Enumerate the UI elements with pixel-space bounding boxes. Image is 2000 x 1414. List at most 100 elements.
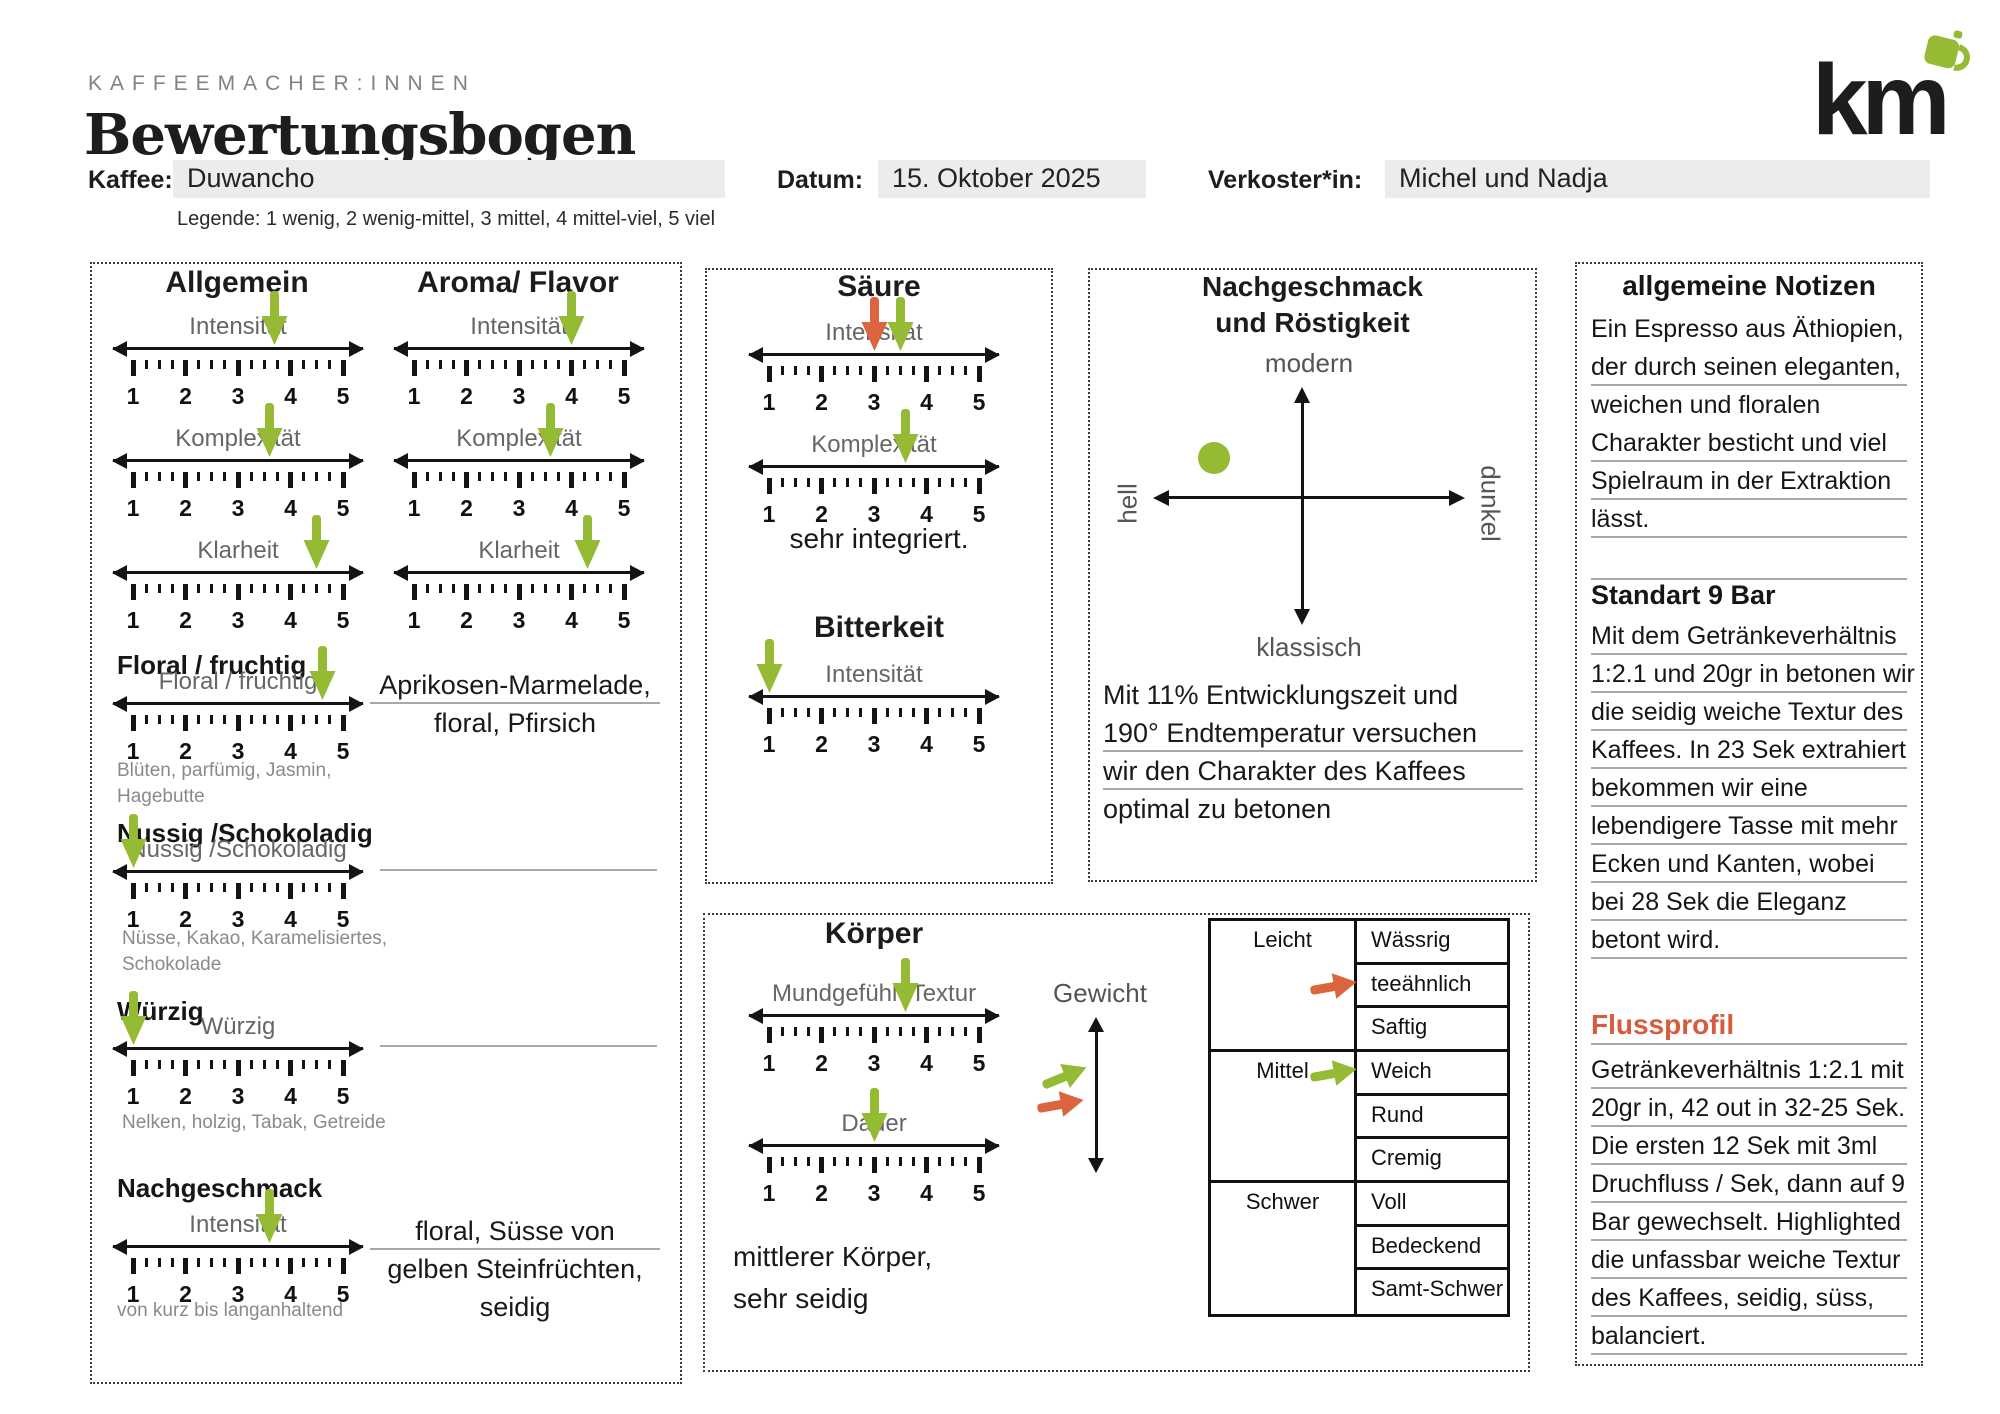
scale-tick [170, 883, 174, 892]
scale-tick [425, 360, 429, 369]
scale-tick [328, 360, 332, 369]
scale-ruler [113, 1258, 363, 1276]
scale-tick [288, 472, 293, 488]
scale-axis [112, 1238, 364, 1255]
scale-tick [302, 360, 306, 369]
scale-tick [235, 584, 241, 600]
scale-tick-label: 2 [179, 495, 192, 521]
rating-arrow-green [253, 1189, 286, 1245]
kaffee-input[interactable]: Duwancho [173, 160, 725, 198]
scale-tick [976, 708, 982, 724]
scale-tick [249, 883, 253, 892]
scale-tick [806, 708, 810, 717]
scale-tick [302, 1258, 306, 1267]
scale-tick [504, 360, 508, 369]
kaffee-label: Kaffee: [88, 166, 173, 194]
scale-ruler [749, 478, 999, 496]
text-line: Charakter besticht und viel [1591, 424, 1907, 462]
scale-tick [569, 584, 574, 600]
scale-tick [951, 1027, 955, 1036]
scale-tick [793, 366, 797, 375]
scale-axis [393, 340, 645, 357]
scale-tick [249, 1258, 253, 1267]
scale-tick [951, 366, 955, 375]
text-line: gelben Steinfrüchten, [387, 1254, 643, 1284]
scale-tick-label: 3 [867, 501, 881, 527]
scale-tick-label: 3 [867, 389, 881, 415]
scale-nussig-schokoladig: Nussig /Schokoladig 1 2 3 4 5 [112, 814, 364, 940]
text-line: Nelken, holzig, Tabak, Getreide [122, 1112, 386, 1133]
panel-notizen: allgemeine Notizen Ein Espresso aus Äthi… [1575, 262, 1923, 1366]
text-line: von kurz bis langanhaltend [117, 1300, 344, 1321]
scale-tick-label: 5 [336, 738, 350, 764]
scale-axis [112, 1040, 364, 1057]
axis-label-klassisch: klassisch [1256, 632, 1362, 662]
roast-dot [1198, 442, 1230, 474]
scale-numbers: 1 2 3 4 5 [394, 383, 644, 409]
scale-tick [197, 584, 201, 593]
scale-tick [556, 584, 560, 593]
scale-tick [262, 1258, 266, 1267]
scale-tick [859, 366, 863, 375]
scale-tick-label: 3 [231, 383, 245, 409]
table-cell: Cremig [1357, 1139, 1507, 1183]
scale-tick-label: 3 [231, 738, 245, 764]
scale-tick [210, 1258, 214, 1267]
flavor-text: Aprikosen-Marmelade, floral, Pfirsich [370, 666, 660, 742]
scale-tick-label: 3 [512, 495, 526, 521]
scale-tick-label: 3 [867, 1180, 881, 1206]
scale-tick [340, 584, 346, 600]
scale-tick [766, 1027, 772, 1043]
scale-tick [793, 708, 797, 717]
verkoster-label: Verkoster*in: [1208, 166, 1363, 194]
scale-tick [438, 584, 442, 593]
panel-allgemein-aroma [90, 262, 682, 1384]
km-logo: km [1812, 24, 1982, 156]
axis-arrowhead-left [1153, 490, 1169, 506]
scale-tick-label: 2 [815, 731, 828, 757]
scale-tick [898, 366, 902, 375]
scale-tick [340, 883, 346, 899]
scale-tick [302, 584, 306, 593]
scale-tick-label: 2 [179, 1083, 192, 1109]
text-line: die unfassbar weiche Textur [1591, 1241, 1907, 1279]
scale-tick [871, 478, 877, 494]
roast-title-line2: und Röstigkeit [1215, 307, 1410, 338]
scale-axis [112, 564, 364, 581]
verkoster-input[interactable]: Michel und Nadja [1385, 160, 1930, 198]
scale-numbers: 1 2 3 4 5 [113, 906, 363, 932]
scale-tick [793, 478, 797, 487]
scale-tick [262, 360, 266, 369]
scale-tick [491, 360, 495, 369]
scale-tick [976, 478, 982, 494]
datum-input[interactable]: 15. Oktober 2025 [878, 160, 1146, 198]
scale-tick [530, 584, 534, 593]
scale-tick [530, 472, 534, 481]
scale-tick [766, 1157, 772, 1173]
text-line: Ein Espresso aus Äthiopien, [1591, 315, 1904, 343]
scale-allgemein-komplexitaet: Komplexität 1 2 3 4 5 [112, 403, 364, 529]
scale-tick [871, 1027, 877, 1043]
scale-tick [491, 472, 495, 481]
scale-tick [157, 1258, 161, 1267]
notizen-title: allgemeine Notizen [1622, 270, 1876, 301]
notizen-heading-standard: Standart 9 Bar [1591, 578, 1907, 611]
scale-tick-label: 5 [617, 607, 631, 633]
scale-tick [130, 1258, 136, 1274]
scale-tick-label: 2 [460, 383, 473, 409]
scale-label: Intensität [189, 1211, 287, 1238]
scale-tick [275, 1258, 279, 1267]
scale-tick-label: 4 [565, 495, 578, 521]
rating-arrow-orange [858, 297, 891, 353]
scale-axis [112, 863, 364, 880]
scale-tick-label: 4 [284, 495, 297, 521]
scale-tick [210, 883, 214, 892]
scale-tick [340, 472, 346, 488]
scale-tick [328, 883, 332, 892]
scale-tick [621, 472, 627, 488]
scale-tick [223, 1258, 227, 1267]
scale-tick [340, 360, 346, 376]
rating-arrow-green [253, 403, 286, 459]
scale-tick [235, 1258, 241, 1274]
